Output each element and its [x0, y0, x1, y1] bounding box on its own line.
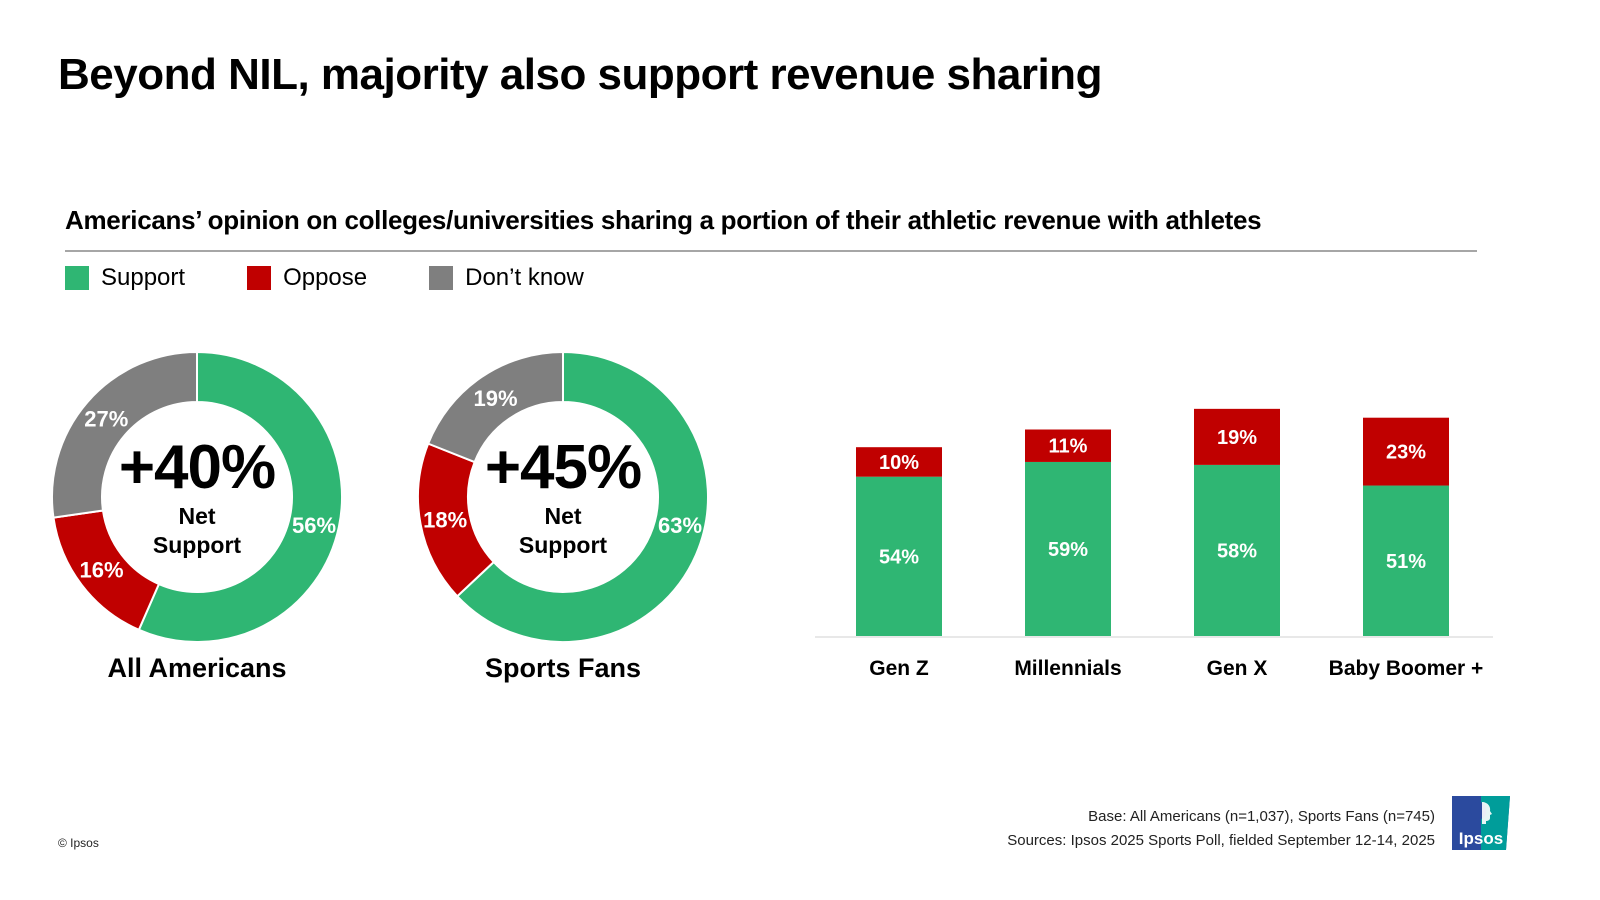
bar-label-support-gen-z: 54%: [879, 546, 919, 568]
net-support-text: Net Support: [518, 503, 608, 558]
legend-label: Support: [101, 264, 186, 291]
donut-slice-don-t-know: [51, 350, 198, 519]
category-label-gen-z: Gen Z: [869, 657, 929, 680]
donut-label-oppose: 16%: [79, 558, 123, 583]
bar-label-oppose-baby-boomer: 23%: [1386, 442, 1426, 464]
legend-swatch-support: [65, 266, 89, 290]
legend-swatch-dont-know: [429, 266, 454, 290]
bar-oppose-gen-x: [1194, 408, 1280, 465]
bar-label-oppose-millennials: 11%: [1049, 436, 1088, 458]
legend-item-dont-know: Don’t know: [429, 264, 584, 292]
logo-text: Ipsos: [1459, 829, 1503, 848]
legend: Support Oppose Don’t know: [65, 264, 646, 292]
ipsos-logo-icon: Ipsos: [1452, 796, 1510, 850]
net-support-label: Net Support: [47, 502, 347, 560]
bar-label-support-gen-x: 58%: [1217, 540, 1257, 562]
bar-oppose-millennials: [1025, 429, 1111, 462]
donut-label-don-t-know: 27%: [84, 406, 128, 431]
legend-item-oppose: Oppose: [247, 264, 367, 292]
donut-slice-support: [137, 350, 343, 643]
category-label-millennials: Millennials: [1014, 657, 1121, 680]
bar-label-support-baby-boomer: 51%: [1386, 551, 1426, 573]
net-support-value: +45%: [484, 433, 642, 502]
donut-label-oppose: 18%: [423, 507, 467, 532]
donut-slice-don-t-know: [426, 350, 564, 464]
copyright: © Ipsos: [58, 836, 99, 850]
donut-caption: All Americans: [107, 653, 287, 683]
footer-source-note: Sources: Ipsos 2025 Sports Poll, fielded…: [1007, 832, 1435, 849]
donut-caption: Sports Fans: [484, 653, 642, 683]
donut-chart-all-americans: 56% 16% 27% +40% Net Support All Americans: [47, 350, 347, 700]
bar-oppose-baby-boomer: [1363, 417, 1449, 486]
bar-label-oppose-gen-x: 19%: [1217, 427, 1257, 449]
bar-oppose-gen-z: [856, 447, 942, 477]
bar-label-oppose-gen-z: 10%: [879, 452, 919, 474]
donut-svg-all-americans: 56% 16% 27%: [51, 350, 343, 643]
legend-item-support: Support: [65, 264, 185, 292]
bar-support-baby-boomer: [1363, 485, 1449, 636]
donut-slice-support: [455, 350, 709, 643]
bar-support-gen-x: [1194, 464, 1280, 636]
category-label-baby-boomer: Baby Boomer +: [1329, 657, 1484, 680]
bar-support-millennials: [1025, 461, 1111, 636]
donut-svg-sports-fans: 63% 18% 19%: [417, 350, 709, 643]
donut-chart-sports-fans: 63% 18% 19% +45% Net Support Sports Fans: [413, 350, 713, 700]
bar-support-gen-z: [856, 476, 942, 636]
stacked-bar-chart-generations: 54% 10% Gen Z 59% 11% Millennials 58% 19% Gen X 5…: [815, 408, 1493, 680]
category-label-gen-x: Gen X: [1207, 657, 1268, 680]
donut-label-don-t-know: 19%: [474, 386, 518, 411]
footer-base-note: Base: All Americans (n=1,037), Sports Fa…: [1088, 808, 1435, 825]
legend-swatch-oppose: [247, 266, 272, 290]
legend-label: Don’t know: [465, 264, 584, 291]
page-title: Beyond NIL, majority also support revenu…: [58, 50, 1102, 99]
divider: [65, 250, 1477, 252]
net-support-text: Net Support: [152, 503, 242, 558]
donut-label-support: 56%: [292, 513, 336, 538]
legend-label: Oppose: [283, 264, 368, 291]
donut-label-support: 63%: [658, 513, 702, 538]
bar-label-support-millennials: 59%: [1048, 539, 1088, 561]
net-support-value: +40%: [118, 433, 276, 502]
net-support-label: Net Support: [413, 502, 713, 560]
chart-subtitle: Americans’ opinion on colleges/universit…: [65, 205, 1262, 235]
